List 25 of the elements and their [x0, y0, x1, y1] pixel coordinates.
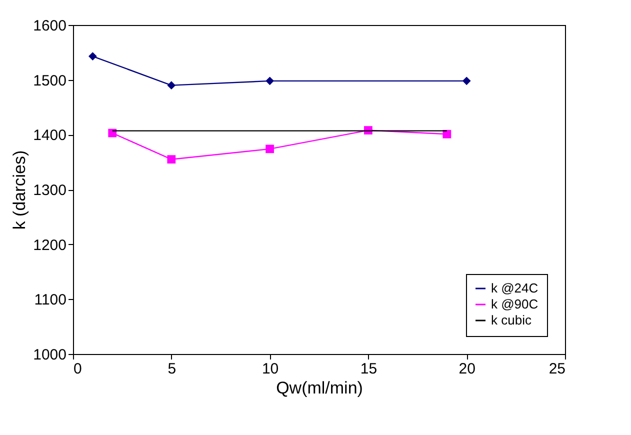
y-tick-label: 1500 — [33, 72, 66, 90]
legend-label: k @24C — [491, 280, 538, 296]
y-tick-label: 1200 — [33, 236, 66, 254]
x-tick-label: 15 — [360, 360, 378, 378]
y-axis-title: k (darcies) — [10, 150, 30, 230]
point — [266, 76, 274, 86]
point — [442, 130, 452, 138]
y-tick-label: 1000 — [33, 346, 66, 364]
y-tick-label: 1400 — [33, 127, 66, 144]
point — [167, 155, 176, 164]
x-tick-label: 0 — [74, 360, 82, 378]
point — [266, 144, 274, 154]
point — [167, 81, 176, 90]
x-tick-label: 25 — [548, 360, 566, 378]
y-tick-label: 1100 — [34, 292, 66, 309]
x-tick-label: 10 — [262, 360, 279, 378]
x-axis-title: Qw(ml/min) — [276, 378, 363, 398]
legend-label: k @90C — [491, 296, 538, 312]
point — [88, 52, 97, 60]
x-tick-label: 5 — [168, 360, 176, 378]
x-tick-label: 20 — [458, 360, 476, 378]
legend-label: k cubic — [491, 312, 532, 328]
y-tick-label: 1300 — [33, 182, 66, 199]
point — [462, 76, 471, 86]
y-tick-label: 1600 — [33, 18, 66, 34]
